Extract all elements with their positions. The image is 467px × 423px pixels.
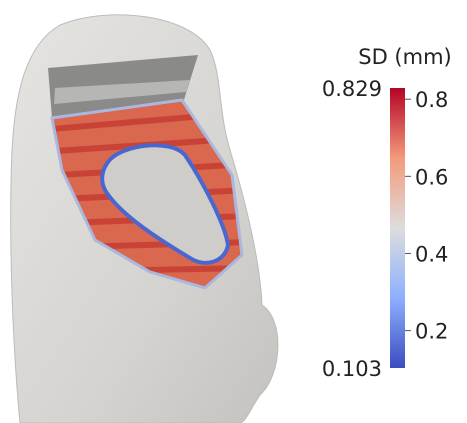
tick-label: 0.2 — [415, 320, 448, 344]
tick-label: 0.4 — [415, 242, 448, 266]
tick-label: 0.8 — [415, 88, 448, 112]
colorbar-min-label: 0.103 — [322, 357, 382, 381]
colorbar-max-label: 0.829 — [322, 77, 382, 101]
bone-render — [10, 14, 279, 423]
colorbar-gradient — [390, 88, 405, 368]
colorbar-title: SD (mm) — [358, 45, 451, 69]
colorbar: 0.829 0.103 0.2 0.4 0.6 0.8 — [322, 77, 449, 381]
tick-label: 0.6 — [415, 165, 448, 189]
